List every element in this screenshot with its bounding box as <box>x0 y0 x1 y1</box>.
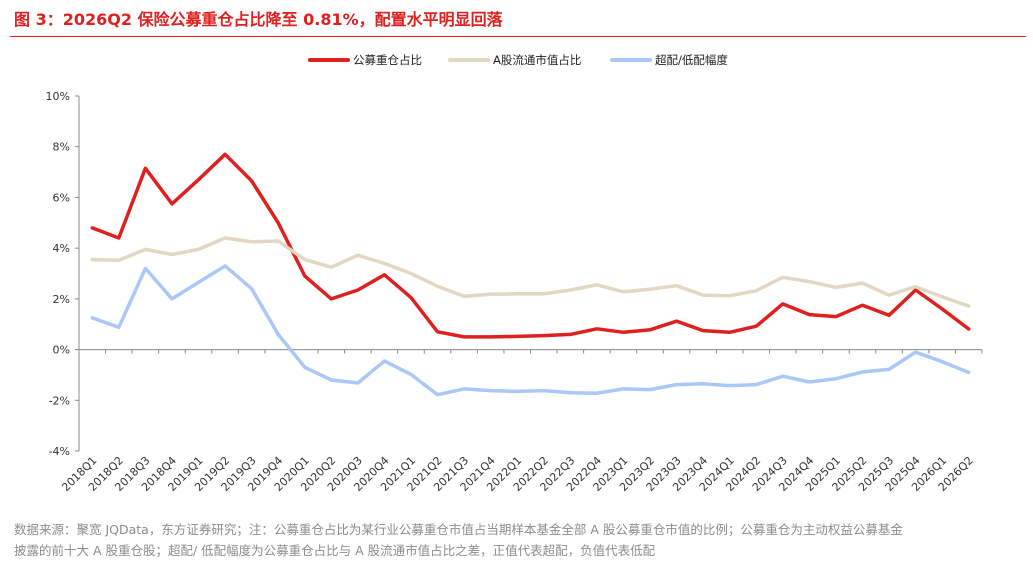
series-line-market-cap <box>90 236 971 308</box>
title-divider <box>10 36 1026 37</box>
legend-label: 公募重仓占比 <box>353 53 422 67</box>
source-note-line-1: 数据来源：聚宽 JQData，东方证券研究；注：公募重仓占比为某行业公募重仓市值… <box>14 522 903 537</box>
y-tick-label: 4% <box>53 242 70 255</box>
y-tick-label: -2% <box>49 394 70 407</box>
series-line-holdings <box>90 152 971 339</box>
y-tick-label: 2% <box>53 293 70 306</box>
y-tick-label: 8% <box>53 141 70 154</box>
y-tick-label: 0% <box>53 344 70 357</box>
series-line-over-under <box>90 264 971 397</box>
figure-title: 图 3：2026Q2 保险公募重仓占比降至 0.81%，配置水平明显回落 <box>14 10 503 29</box>
y-tick-label: -4% <box>49 445 70 458</box>
legend-label: A股流通市值占比 <box>493 53 581 67</box>
y-tick-label: 10% <box>46 90 70 103</box>
line-chart: 10%8%6%4%2%0%-2%-4%2018Q12018Q22018Q3201… <box>46 53 983 494</box>
legend-label: 超配/低配幅度 <box>655 53 728 67</box>
source-note-line-2: 披露的前十大 A 股重仓股；超配/ 低配幅度为公募重仓占比与 A 股流通市值占比… <box>14 543 656 558</box>
source-note: 数据来源：聚宽 JQData，东方证券研究；注：公募重仓占比为某行业公募重仓市值… <box>14 519 1026 561</box>
y-tick-label: 6% <box>53 191 70 204</box>
